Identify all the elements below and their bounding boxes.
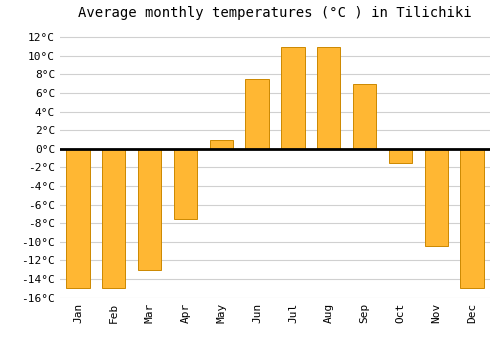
Bar bbox=[138, 149, 161, 270]
Bar bbox=[424, 149, 448, 246]
Bar bbox=[66, 149, 90, 288]
Bar bbox=[102, 149, 126, 288]
Bar bbox=[389, 149, 412, 163]
Bar bbox=[317, 47, 340, 149]
Bar bbox=[174, 149, 197, 218]
Bar bbox=[246, 79, 268, 149]
Bar bbox=[282, 47, 304, 149]
Title: Average monthly temperatures (°C ) in Tilichiki: Average monthly temperatures (°C ) in Ti… bbox=[78, 6, 472, 20]
Bar bbox=[460, 149, 483, 288]
Bar bbox=[210, 140, 233, 149]
Bar bbox=[353, 84, 376, 149]
